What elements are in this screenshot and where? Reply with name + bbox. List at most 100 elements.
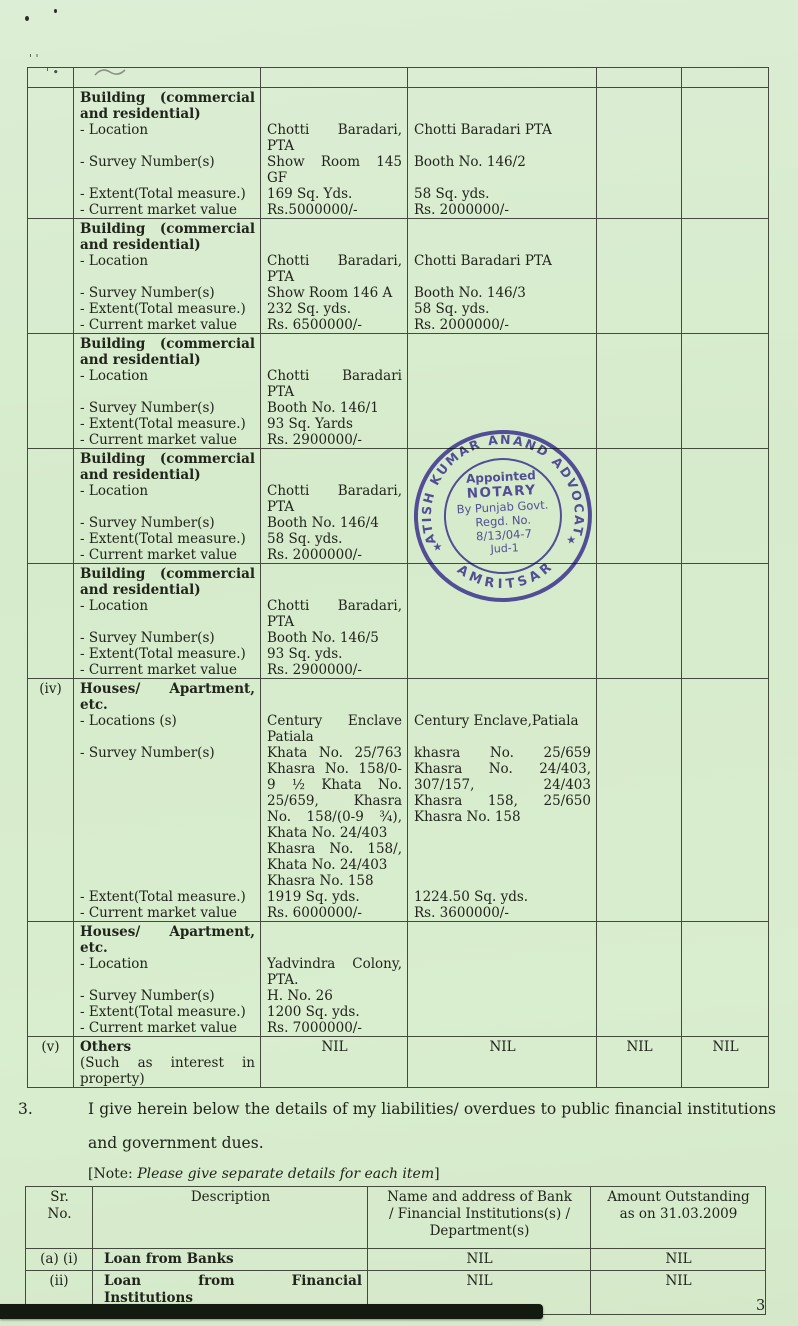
table-cell: Houses/ Apartment, etc. - Locations (s) - S… (73, 678, 261, 922)
cell-line: Description (190, 1189, 271, 1205)
table-cell (681, 87, 769, 219)
cell-line: etc. (80, 940, 108, 956)
table-cell: Building (commercial and residential) - Lo… (73, 87, 261, 219)
table-header-row: Sr. No. Description Name and address of Ban… (25, 1186, 766, 1249)
cell-line: Khasra No. 158/0- (267, 761, 402, 777)
table-cell: (iv) (27, 678, 74, 922)
table-cell: Others (Such as interest in property) (73, 1036, 261, 1088)
cell-line: 58 Sq. yds. (414, 186, 490, 202)
cell-line: (a) (i) (40, 1251, 78, 1267)
table-cell (27, 333, 74, 449)
cell-line: (v) (41, 1039, 60, 1055)
table-cell (681, 678, 769, 922)
liabilities-table: Sr. No. Description Name and address of Ban… (25, 1186, 766, 1315)
cell-line: 1224.50 Sq. yds. (414, 889, 529, 905)
scan-speck (25, 16, 29, 21)
cell-line: 307/157, 24/403 (414, 777, 591, 793)
note-prefix: [Note: (88, 1166, 138, 1182)
cell-line: - Current market value (80, 317, 238, 333)
cell-line (80, 809, 255, 825)
cell-line: PTA (267, 269, 295, 285)
table-cell (73, 67, 261, 88)
table-cell: Chotti Baradari PTA Booth No. 146/3 58 Sq.… (407, 218, 597, 334)
stamp-line: By Punjab Govt. (456, 498, 548, 517)
table-cell: Chotti Baradari, PTA Booth No. 146/5 93 Sq.… (260, 563, 408, 679)
cell-line: etc. (80, 697, 108, 713)
table-cell: (a) (i) (25, 1248, 93, 1271)
cell-line: Rs. 6000000/- (267, 905, 362, 921)
cell-line (414, 237, 591, 253)
cell-line (414, 873, 591, 889)
cell-line: - Locations (s) (80, 713, 177, 729)
cell-line: Rs. 2000000/- (267, 547, 362, 563)
cell-line (80, 825, 255, 841)
stamp-line: Regd. No. (475, 513, 531, 530)
table-cell (596, 67, 682, 88)
cell-line (80, 384, 255, 400)
cell-line: as on 31.03.2009 (619, 1206, 738, 1222)
cell-line: Rs. 2900000/- (267, 662, 362, 678)
cell-line (267, 940, 402, 956)
cell-line: Khata No. 25/763 (267, 745, 402, 761)
table-cell: NIL (590, 1248, 766, 1271)
stamp-star-left: ★ (432, 540, 443, 554)
cell-line: Sr. (50, 1189, 69, 1205)
cell-line: Century Enclave,Patiala (414, 713, 579, 729)
table-cell: Building (commercial and residential) - Lo… (73, 448, 261, 564)
cell-line (267, 697, 402, 713)
table-cell: Yadvindra Colony, PTA. H. No. 26 1200 Sq. y… (260, 921, 408, 1037)
cell-line (414, 221, 591, 237)
cell-line: H. No. 26 (267, 988, 333, 1004)
cell-line: NIL (626, 1039, 653, 1055)
cell-line: NIL (665, 1251, 692, 1267)
liabilities-table-body: Sr. No. Description Name and address of Ban… (25, 1186, 766, 1315)
cell-line (414, 138, 591, 154)
cell-line: Rs. 3600000/- (414, 905, 509, 921)
cell-line: Show Room 145 (267, 154, 402, 170)
cell-line: Institutions (104, 1290, 193, 1306)
cell-line: Khasra 158, 25/650 (414, 793, 591, 809)
table-cell (681, 67, 769, 88)
table-row: Building (commercial and residential) - Lo… (27, 448, 769, 564)
scan-edge-bar (0, 1304, 543, 1319)
cell-line: - Extent(Total measure.) (80, 186, 246, 202)
table-cell (27, 448, 74, 564)
cell-line: 1919 Sq. yds. (267, 889, 360, 905)
cell-line: PTA. (267, 972, 299, 988)
table-cell (27, 67, 74, 88)
stamp-inner-ring (443, 457, 562, 575)
cell-line (80, 269, 255, 285)
table-cell (260, 67, 408, 88)
section3-text-line2: and government dues. (88, 1134, 264, 1152)
table-cell: Building (commercial and residential) - Lo… (73, 333, 261, 449)
table-cell (407, 333, 597, 449)
cell-line (267, 924, 402, 940)
table-cell (407, 67, 597, 88)
table-cell: NIL (407, 1036, 597, 1088)
cell-line: - Survey Number(s) (80, 745, 215, 761)
table-row: (a) (i) Loan from Banks NIL NIL (25, 1248, 766, 1271)
note-suffix: ] (434, 1166, 440, 1182)
table-cell: Description (92, 1186, 368, 1249)
page-number: 3 (756, 1298, 766, 1314)
cell-line (414, 729, 591, 745)
table-cell (27, 921, 74, 1037)
cell-line: - Survey Number(s) (80, 154, 215, 170)
cell-line (414, 269, 591, 285)
stamp-outer-ring (413, 429, 592, 603)
table-cell (596, 678, 682, 922)
cell-line: - Current market value (80, 547, 238, 563)
table-cell: Chotti Baradari, PTA Show Room 145 GF 169 Sq… (260, 87, 408, 219)
cell-line: Booth No. 146/5 (267, 630, 379, 646)
table-row: Building (commercial and residential) - Lo… (27, 87, 769, 219)
cell-line: Rs.5000000/- (267, 202, 358, 218)
cell-line: 25/659, Khasra (267, 793, 402, 809)
section3-note: [Note: Please give separate details for … (88, 1166, 440, 1182)
cell-line: Others (80, 1039, 132, 1055)
table-row: Building (commercial and residential) - Lo… (27, 563, 769, 679)
table-cell: NIL (681, 1036, 769, 1088)
table-cell: Century Enclave,Patiala khasra No. 25/659… (407, 678, 597, 922)
table-cell (681, 448, 769, 564)
cell-line: and residential) (80, 467, 201, 483)
